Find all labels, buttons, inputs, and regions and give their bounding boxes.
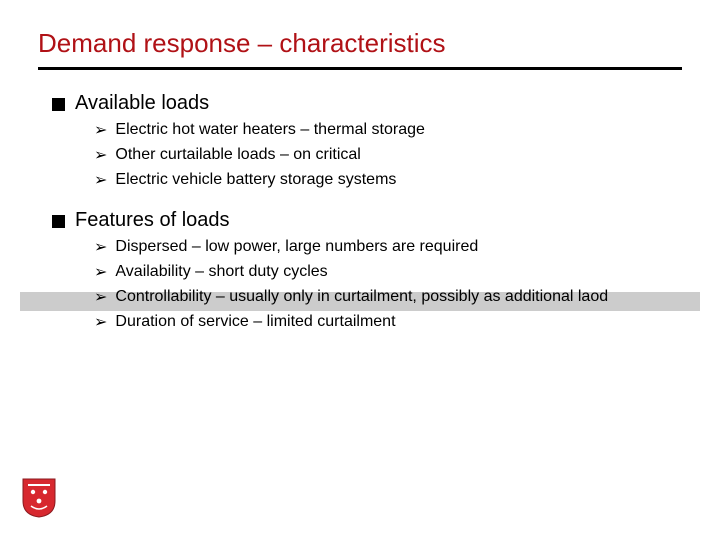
square-bullet-icon	[52, 215, 65, 228]
arrow-bullet-icon: ➢	[94, 146, 107, 167]
square-bullet-icon	[52, 98, 65, 111]
section-available-loads: Available loads ➢ Electric hot water hea…	[38, 92, 682, 191]
list-item-text: Electric hot water heaters – thermal sto…	[115, 121, 424, 139]
mcgill-shield-logo	[22, 478, 56, 518]
arrow-bullet-icon: ➢	[94, 171, 107, 192]
arrow-bullet-icon: ➢	[94, 121, 107, 142]
bullet-available-loads: Available loads	[52, 92, 682, 115]
sub-list-features-of-loads: ➢ Dispersed – low power, large numbers a…	[94, 238, 682, 333]
list-item: ➢ Availability – short duty cycles	[94, 263, 682, 284]
slide: Demand response – characteristics Availa…	[0, 0, 720, 540]
bullet-features-of-loads: Features of loads	[52, 209, 682, 232]
list-item: ➢ Controllability – usually only in curt…	[94, 288, 682, 309]
list-item: ➢ Electric vehicle battery storage syste…	[94, 171, 682, 192]
slide-title: Demand response – characteristics	[38, 28, 682, 59]
list-item: ➢ Other curtailable loads – on critical	[94, 146, 682, 167]
arrow-bullet-icon: ➢	[94, 313, 107, 334]
section-label: Features of loads	[75, 209, 230, 232]
arrow-bullet-icon: ➢	[94, 288, 107, 309]
list-item-text: Electric vehicle battery storage systems	[115, 171, 396, 189]
list-item: ➢ Dispersed – low power, large numbers a…	[94, 238, 682, 259]
list-item: ➢ Duration of service – limited curtailm…	[94, 313, 682, 334]
section-label: Available loads	[75, 92, 209, 115]
arrow-bullet-icon: ➢	[94, 263, 107, 284]
list-item-text: Other curtailable loads – on critical	[115, 146, 360, 164]
slide-content: Demand response – characteristics Availa…	[38, 28, 682, 334]
list-item-text: Availability – short duty cycles	[115, 263, 327, 281]
section-features-of-loads: Features of loads ➢ Dispersed – low powe…	[38, 209, 682, 333]
arrow-bullet-icon: ➢	[94, 238, 107, 259]
title-rule	[38, 67, 682, 70]
sub-list-available-loads: ➢ Electric hot water heaters – thermal s…	[94, 121, 682, 191]
list-item-text: Controllability – usually only in curtai…	[115, 288, 608, 306]
list-item: ➢ Electric hot water heaters – thermal s…	[94, 121, 682, 142]
list-item-text: Duration of service – limited curtailmen…	[115, 313, 395, 331]
list-item-text: Dispersed – low power, large numbers are…	[115, 238, 478, 256]
